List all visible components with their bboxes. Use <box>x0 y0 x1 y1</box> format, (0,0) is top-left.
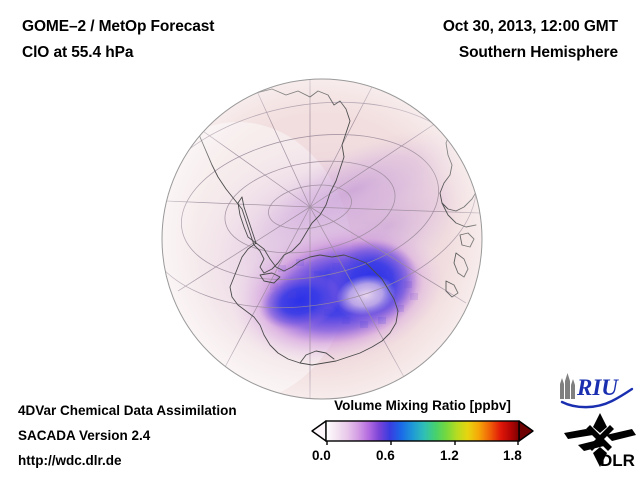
footer-method-line: 4DVar Chemical Data Assimilation <box>18 403 237 418</box>
globe-map <box>160 77 485 402</box>
footer-version-line: SACADA Version 2.4 <box>18 428 151 443</box>
footer-url[interactable]: http://wdc.dlr.de <box>18 453 122 468</box>
riu-logo-text: RIU <box>576 375 619 400</box>
orthographic-projection-svg <box>161 78 483 400</box>
colorbar-tick-label-0: 0.0 <box>312 448 331 463</box>
header-datetime: Oct 30, 2013, 12:00 GMT <box>442 18 618 35</box>
dlr-logo-text: DLR <box>600 451 635 469</box>
colorbar-tick-label-3: 1.8 <box>503 448 522 463</box>
colorbar-tick-label-2: 1.2 <box>440 448 459 463</box>
header-instrument-line: GOME–2 / MetOp Forecast <box>22 18 215 35</box>
colorbar: Volume Mixing Ratio [ppbv] <box>310 398 535 470</box>
header-species-line: ClO at 55.4 hPa <box>22 44 134 61</box>
riu-swoosh-icon <box>560 387 634 409</box>
riu-towers-icon <box>560 373 575 399</box>
dlr-star-icon <box>564 413 636 467</box>
colorbar-gradient-bar <box>325 420 520 442</box>
globe-limb-shading <box>162 79 482 399</box>
colorbar-under-arrow <box>311 420 327 442</box>
colorbar-ticks <box>326 441 519 445</box>
dlr-logo: DLR <box>564 413 636 469</box>
colorbar-over-arrow <box>518 420 534 442</box>
riu-logo: RIU <box>560 373 634 409</box>
colorbar-gradient-svg <box>311 420 534 445</box>
colorbar-tick-label-1: 0.6 <box>376 448 395 463</box>
header-region: Southern Hemisphere <box>458 44 618 61</box>
globe-disc-outline <box>161 78 483 400</box>
colorbar-title: Volume Mixing Ratio [ppbv] <box>334 398 511 413</box>
